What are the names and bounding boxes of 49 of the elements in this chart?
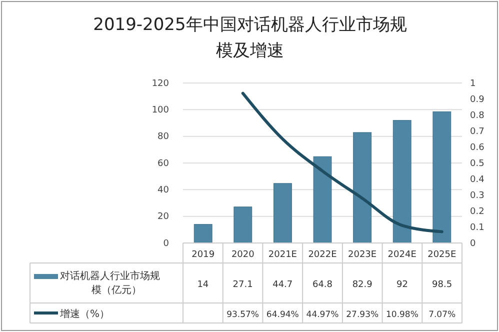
data-label: 93.57% [226, 310, 259, 320]
data-label: 64.94% [266, 310, 299, 320]
x-tick-label: 2019 [192, 250, 215, 260]
data-label: 44.7 [272, 280, 293, 290]
y-tick-label: 80 [158, 132, 170, 142]
bar [194, 224, 212, 244]
y2-tick-label: 0.1 [470, 222, 484, 233]
y2-tick-label: 0.3 [470, 190, 484, 201]
data-label: 44.97% [306, 310, 339, 320]
y-tick-label: 40 [158, 186, 170, 196]
y2-tick-label: 0.6 [470, 142, 485, 153]
y2-tick-label: 1 [470, 78, 476, 89]
data-label: 98.5 [432, 280, 452, 290]
legend-label: 增速（%） [59, 308, 110, 320]
y-tick-label: 20 [158, 212, 170, 222]
x-tick-label: 2020 [231, 250, 255, 260]
x-tick-label: 2023E [348, 250, 377, 260]
bar [273, 183, 292, 244]
bar [432, 111, 452, 244]
x-tick-label: 2024E [388, 250, 417, 260]
y2-tick-label: 0.7 [470, 126, 484, 137]
y2-tick-label: 0.2 [470, 206, 484, 217]
y-tick-label: 120 [152, 78, 170, 89]
data-label: 92 [396, 280, 408, 290]
data-label: 27.1 [232, 280, 253, 290]
y2-tick-label: 0.8 [470, 110, 485, 121]
bar [313, 156, 332, 244]
bar [392, 120, 412, 244]
y2-tick-label: 0.5 [470, 158, 484, 169]
bar [353, 132, 372, 244]
chart-title: 2019-2025年中国对话机器人行业市场规模及增速 [93, 15, 407, 61]
y2-tick-label: 0.9 [470, 94, 485, 105]
y-tick-label: 0 [163, 238, 170, 249]
y-tick-label: 60 [158, 158, 170, 169]
x-tick-label: 2021E [268, 250, 298, 260]
x-tick-label: 2025E [428, 250, 457, 260]
data-label: 82.9 [352, 280, 373, 290]
data-label: 10.98% [386, 310, 418, 320]
line-series [241, 92, 444, 234]
y-tick-label: 100 [152, 106, 170, 116]
x-tick-label: 2022E [308, 250, 338, 260]
legend-label: 对话机器人行业市场规模（亿元） [60, 270, 160, 296]
data-label: 14 [197, 280, 209, 290]
y2-tick-label: 0.4 [470, 174, 485, 185]
bar [234, 206, 252, 244]
y2-tick-label: 0 [470, 238, 476, 249]
data-label: 64.8 [312, 280, 333, 290]
data-label: 27.93% [346, 310, 379, 320]
data-label: 7.07% [428, 310, 456, 320]
